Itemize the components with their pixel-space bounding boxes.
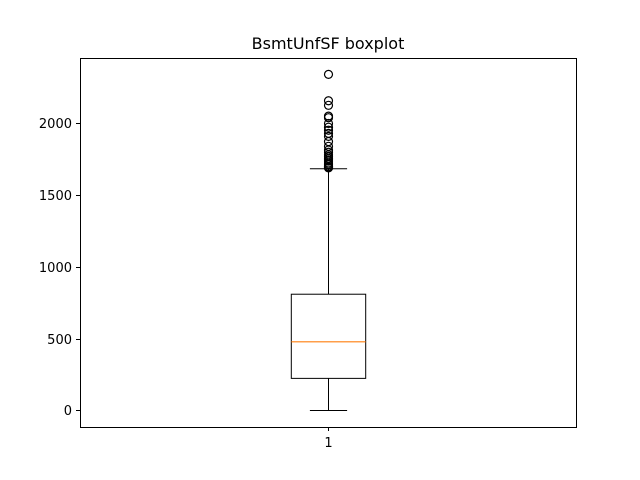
outlier-point [323, 100, 334, 110]
outlier-point [323, 131, 334, 142]
x-axis: 1 [324, 427, 333, 451]
y-tick-label: 1500 [39, 189, 72, 204]
x-tick-label: 1 [324, 436, 332, 451]
y-tick-label: 0 [64, 404, 72, 419]
plot-area [290, 69, 367, 411]
outlier-point [323, 141, 334, 151]
y-tick-label: 1000 [39, 261, 72, 276]
outlier-point [323, 128, 334, 138]
y-tick-label: 2000 [39, 117, 72, 132]
chart-title: BsmtUnfSF boxplot [252, 34, 405, 53]
outlier-point [323, 118, 334, 129]
box-iqr [290, 293, 367, 379]
outlier-point [323, 122, 334, 132]
y-axis: 0 500 1000 1500 2000 [39, 117, 80, 419]
outlier-point [323, 125, 334, 135]
outlier-point [323, 96, 334, 106]
outlier-point [323, 69, 334, 80]
outlier-point [323, 111, 334, 121]
y-tick-label: 500 [47, 333, 72, 348]
